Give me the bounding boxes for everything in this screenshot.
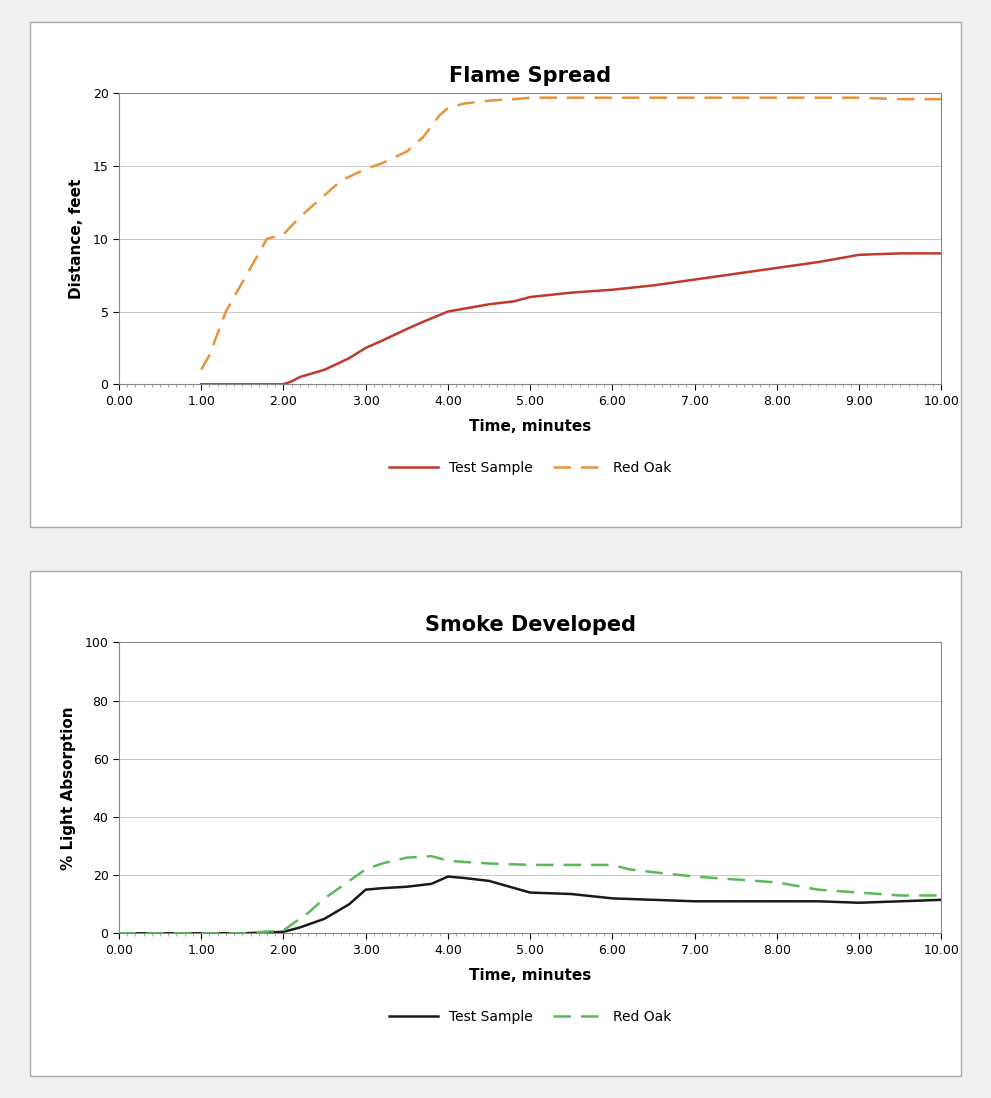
Legend: Test Sample, Red Oak: Test Sample, Red Oak (384, 456, 677, 480)
Title: Smoke Developed: Smoke Developed (425, 615, 635, 636)
Legend: Test Sample, Red Oak: Test Sample, Red Oak (384, 1005, 677, 1029)
X-axis label: Time, minutes: Time, minutes (469, 967, 592, 983)
Y-axis label: % Light Absorption: % Light Absorption (61, 706, 76, 870)
Title: Flame Spread: Flame Spread (449, 66, 611, 87)
Y-axis label: Distance, feet: Distance, feet (69, 179, 84, 299)
X-axis label: Time, minutes: Time, minutes (469, 418, 592, 434)
